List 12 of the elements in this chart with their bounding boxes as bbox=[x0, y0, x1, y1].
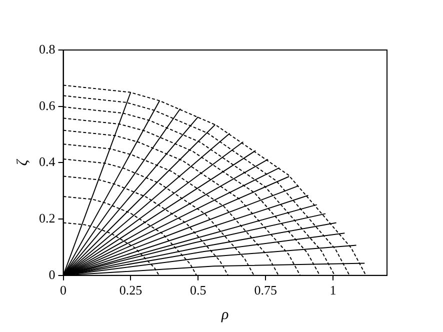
y-tick-label: 0.8 bbox=[39, 41, 56, 56]
x-tick-label: 0.75 bbox=[254, 282, 277, 298]
y-tick-label: 0.6 bbox=[39, 98, 56, 113]
x-tick-label: 1 bbox=[330, 282, 336, 298]
y-tick-label: 0 bbox=[48, 266, 56, 282]
x-tick-label: 0 bbox=[60, 282, 66, 298]
y-axis-title: ζ bbox=[14, 158, 31, 166]
x-tick-label: 0.25 bbox=[119, 282, 142, 298]
y-tick-label: 0.2 bbox=[39, 210, 56, 226]
x-tick-label: 0.5 bbox=[190, 282, 206, 298]
y-tick-label: 0.4 bbox=[39, 154, 56, 170]
x-axis-title: ρ bbox=[220, 306, 229, 323]
